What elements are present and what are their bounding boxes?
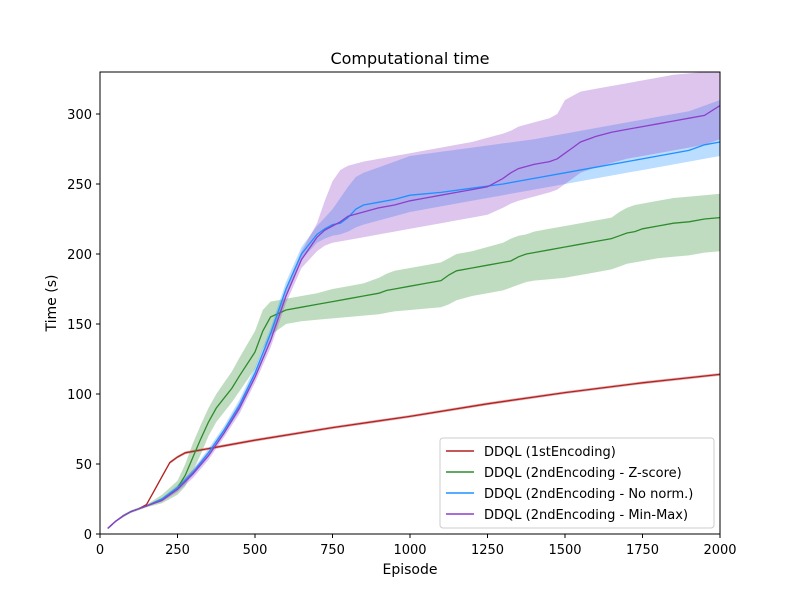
- legend: DDQL (1stEncoding) DDQL (2ndEncoding - Z-…: [439, 437, 715, 529]
- y-tick-label: 50: [75, 458, 92, 473]
- x-tick-label: 0: [96, 543, 104, 558]
- legend-label: DDQL (2ndEncoding - Min-Max): [484, 508, 688, 523]
- legend-label: DDQL (1stEncoding): [484, 445, 616, 460]
- y-tick-label: 250: [67, 178, 92, 193]
- y-tick-label: 200: [67, 248, 92, 263]
- x-tick-label: 500: [243, 543, 268, 558]
- x-tick-label: 1000: [393, 543, 426, 558]
- legend-box: [439, 437, 715, 529]
- y-tick-label: 0: [84, 528, 92, 543]
- y-tick-label: 150: [67, 318, 92, 333]
- y-tick-label: 100: [67, 388, 92, 403]
- x-tick-label: 750: [320, 543, 345, 558]
- line-ddql-2ndencoding-z-score: [107, 216, 721, 529]
- x-axis: 0 250 500 750 1000 1250 1500 1750 2000: [96, 534, 737, 558]
- legend-label: DDQL (2ndEncoding - Z-score): [484, 466, 682, 481]
- legend-label: DDQL (2ndEncoding - No norm.): [484, 487, 693, 502]
- y-tick-label: 300: [67, 108, 92, 123]
- chart-title: Computational time: [330, 49, 489, 68]
- x-tick-label: 2000: [703, 543, 736, 558]
- x-axis-label: Episode: [383, 562, 438, 578]
- x-tick-label: 1250: [471, 543, 504, 558]
- band-ddql-2ndencoding-min-max: [107, 72, 721, 530]
- x-tick-label: 1750: [626, 543, 659, 558]
- line-ddql-2ndencoding-min-max: [107, 105, 721, 529]
- band-ddql-2ndencoding-no-norm: [107, 100, 721, 530]
- y-axis-label: Time (s): [44, 275, 60, 333]
- line-ddql-2ndencoding-no-norm: [107, 141, 721, 529]
- x-tick-label: 1500: [548, 543, 581, 558]
- y-axis: 0 50 100 150 200 250 300: [67, 108, 100, 543]
- series-lines: [107, 105, 721, 529]
- x-tick-label: 250: [165, 543, 190, 558]
